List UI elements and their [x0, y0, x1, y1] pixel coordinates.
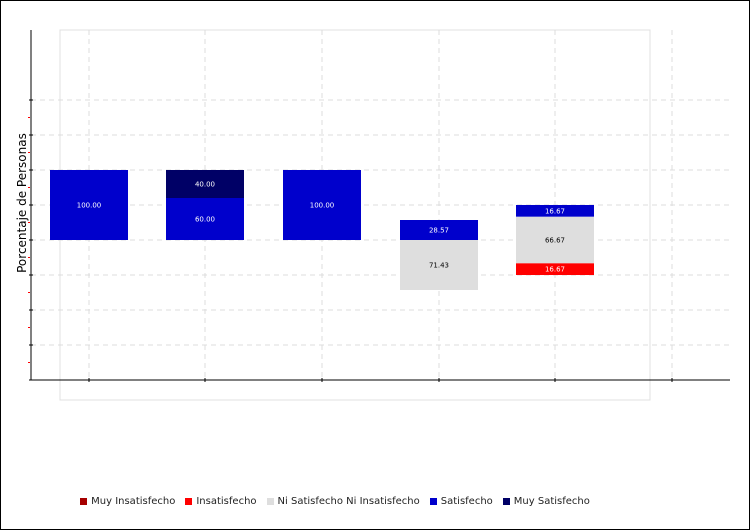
data-label: 71.43	[429, 262, 449, 270]
data-label: 100.00	[77, 202, 102, 210]
legend-item: Muy Satisfecho	[502, 496, 590, 507]
legend-label: Ni Satisfecho Ni Insatisfecho	[277, 496, 420, 507]
legend-swatch	[429, 498, 437, 505]
legend-label: Muy Insatisfecho	[91, 496, 176, 507]
y-axis-label: Porcentaje de Personas	[15, 133, 29, 273]
legend: Muy Insatisfecho Insatisfecho Ni Satisfech…	[0, 496, 670, 507]
bar-segment	[400, 220, 478, 240]
data-label: 40.00	[195, 181, 215, 189]
legend-swatch	[502, 498, 510, 505]
bar-segment	[516, 263, 594, 276]
legend-swatch	[80, 498, 88, 505]
bar-segment	[50, 170, 128, 240]
legend-item: Satisfecho	[429, 496, 493, 507]
data-label: 100.00	[310, 202, 335, 210]
bar-segment	[166, 198, 244, 240]
legend-item: Muy Insatisfecho	[80, 496, 175, 507]
data-label: 28.57	[429, 227, 449, 235]
bar-segment	[166, 170, 244, 198]
bar-segment	[516, 216, 594, 264]
legend-label: Muy Satisfecho	[513, 496, 590, 507]
data-label: 16.67	[545, 266, 565, 274]
legend-label: Insatisfecho	[196, 496, 257, 507]
legend-item: Ni Satisfecho Ni Insatisfecho	[266, 496, 420, 507]
legend-swatch	[185, 498, 193, 505]
bar-segment	[283, 170, 361, 240]
data-label: 16.67	[545, 207, 565, 215]
data-label: 60.00	[195, 216, 215, 224]
legend-item: Insatisfecho	[185, 496, 257, 507]
bar-segment	[400, 240, 478, 291]
data-label: 66.67	[545, 237, 565, 245]
bar-segment	[516, 204, 594, 217]
legend-label: Satisfecho	[440, 496, 493, 507]
legend-swatch	[266, 498, 274, 505]
